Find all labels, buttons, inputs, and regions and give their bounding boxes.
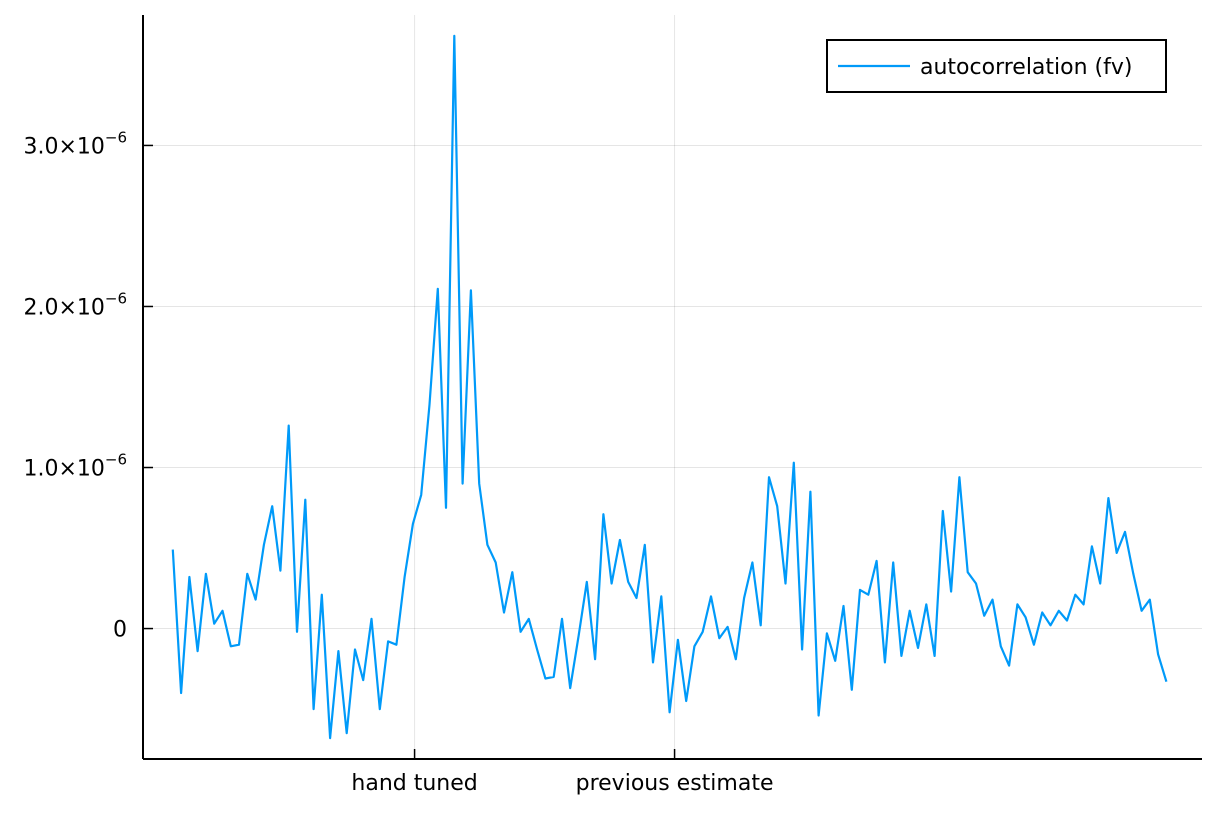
x-tick-label: hand tuned xyxy=(351,771,477,796)
x-tick-label: previous estimate xyxy=(576,771,774,796)
y-ticks: 0 1.0×10−6 2.0×10−6 3.0×10−6 xyxy=(23,128,153,643)
axes xyxy=(142,15,1202,760)
y-tick-label: 0 xyxy=(113,618,127,643)
y-tick-label: 2.0×10−6 xyxy=(23,289,127,320)
x-ticks: hand tuned previous estimate xyxy=(351,749,774,796)
grid-lines xyxy=(143,15,1202,759)
series-line-autocorrelation xyxy=(171,34,1168,740)
y-tick-label: 1.0×10−6 xyxy=(23,451,127,482)
legend: autocorrelation (fv) xyxy=(826,39,1167,93)
legend-label: autocorrelation (fv) xyxy=(920,55,1132,80)
series-group xyxy=(171,34,1168,740)
y-tick-label: 3.0×10−6 xyxy=(23,128,127,159)
